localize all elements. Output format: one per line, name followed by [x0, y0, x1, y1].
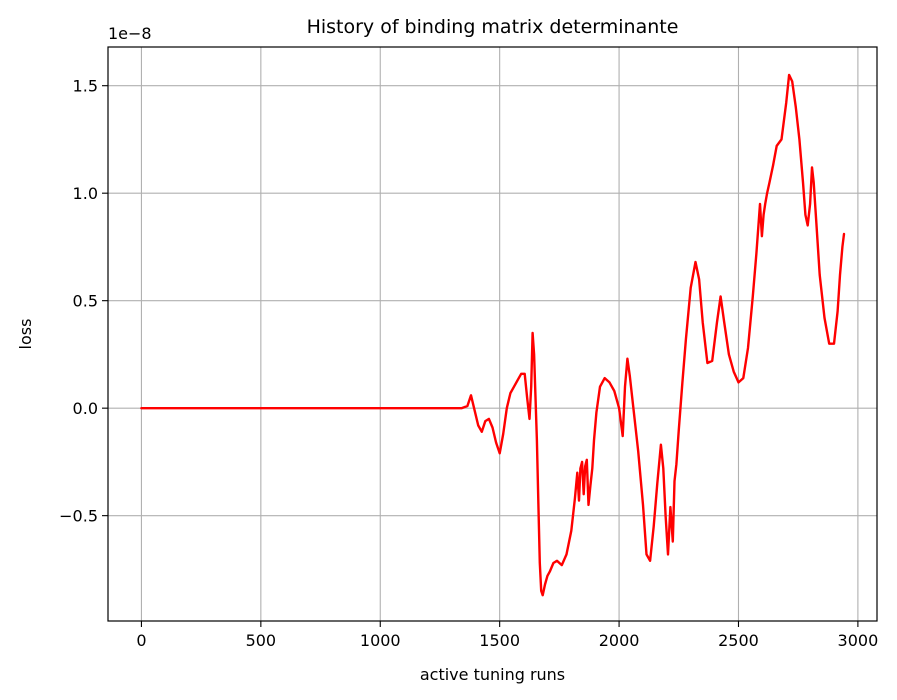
y-tick-label: 1.0	[73, 184, 98, 203]
y-axis-title: loss	[16, 319, 35, 350]
plot-frame	[107, 46, 878, 622]
series-layer	[140, 73, 846, 597]
x-tick-label: 500	[246, 631, 277, 650]
x-tick-label: 2000	[599, 631, 640, 650]
y-axis-offset-label: 1e−8	[108, 24, 152, 43]
x-tick-label: 0	[136, 631, 146, 650]
y-tick-label: 1.5	[73, 77, 98, 96]
grid-lines	[108, 47, 877, 621]
x-axis-title: active tuning runs	[420, 665, 565, 684]
x-tick-label: 1500	[479, 631, 520, 650]
series-line	[140, 73, 846, 597]
x-tick-label: 1000	[360, 631, 401, 650]
chart-title: History of binding matrix determinante	[307, 16, 679, 38]
y-tick-label: −0.5	[59, 507, 98, 526]
y-tick-label: 0.0	[73, 399, 98, 418]
x-tick-label: 3000	[838, 631, 879, 650]
x-tick-label: 2500	[718, 631, 759, 650]
x-axis-ticks: 0 500 1000 1500 2000 2500 3000	[136, 621, 878, 650]
y-tick-label: 0.5	[73, 292, 98, 311]
y-axis-ticks: −0.5 0.0 0.5 1.0 1.5	[59, 77, 108, 526]
